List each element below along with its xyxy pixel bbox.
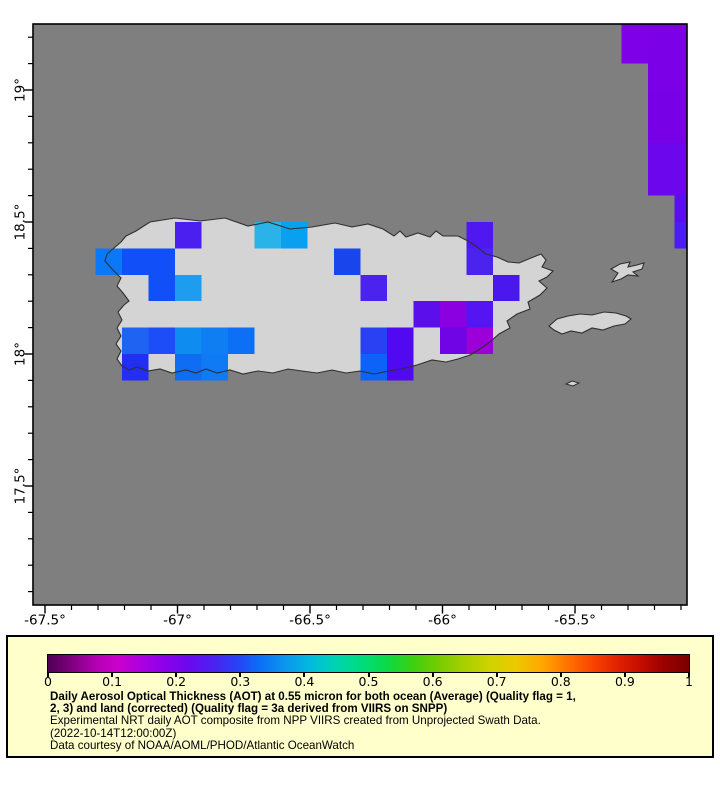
- colorbar-tick-label: 0.4: [294, 674, 315, 689]
- aot-cell: [648, 142, 687, 196]
- aot-cell: [254, 222, 281, 249]
- colorbar-notch: [47, 672, 49, 677]
- y-axis: 19° 18.5° 18° 17.5°: [13, 36, 33, 593]
- aot-cell: [175, 222, 202, 249]
- colorbar-notch: [495, 672, 498, 677]
- aot-cell: [334, 248, 361, 275]
- colorbar-tick-label: 0.2: [166, 674, 187, 689]
- aot-cell: [674, 195, 687, 222]
- colorbar-tick-label: 0.1: [102, 674, 123, 689]
- y-tick-label: 17.5°: [13, 468, 29, 505]
- colorbar-tick-label: 0.5: [358, 674, 379, 689]
- colorbar-tick-label: 0.7: [486, 674, 507, 689]
- x-tick-label: -66°: [428, 613, 457, 629]
- aot-map-svg: -67.5° -67° -66.5° -66° -65.5° 19° 18.5° 18° 17…: [13, 23, 688, 629]
- x-tick-label: -65.5°: [554, 613, 596, 629]
- aot-cell: [466, 248, 493, 275]
- caption-info-line2: (2022-10-14T12:00:00Z): [50, 726, 177, 740]
- colorbar-notch: [239, 672, 242, 677]
- colorbar-tick-label: 0.3: [230, 674, 251, 689]
- aot-cell: [413, 301, 440, 328]
- culebra-island: [609, 261, 645, 284]
- aot-cell: [175, 274, 202, 302]
- colorbar-notch: [623, 672, 626, 677]
- aot-cell: [387, 327, 414, 354]
- caption-title-line1: Daily Aerosol Optical Thickness (AOT) at…: [50, 690, 576, 703]
- x-axis: -67.5° -67° -66.5° -66° -65.5°: [24, 605, 682, 629]
- y-tick-label: 18°: [13, 342, 29, 366]
- colorbar-notch: [303, 672, 306, 677]
- aot-cell: [148, 274, 175, 302]
- vieques-island: [548, 311, 632, 335]
- aot-cell: [440, 327, 467, 354]
- aot-cell: [122, 248, 149, 275]
- aot-cell: [175, 327, 202, 354]
- aot-cell: [360, 327, 387, 354]
- puerto-rico-coastline: [104, 217, 554, 375]
- aot-cells-layer: [95, 24, 687, 381]
- aot-cell: [281, 222, 308, 249]
- x-tick-label: -67.5°: [24, 613, 66, 629]
- colorbar-tick-label: 0.8: [550, 674, 571, 689]
- caja-de-muertos-islet: [564, 380, 581, 387]
- map-border: [32, 23, 688, 606]
- colorbar-notch: [175, 672, 178, 677]
- colorbar-tick-label: 1: [685, 674, 693, 689]
- y-tick-label: 19°: [13, 78, 29, 102]
- aot-cell: [648, 90, 687, 143]
- caption-title-line2: 2, 3) and land (corrected) (Quality flag…: [50, 702, 448, 716]
- x-tick-label: -66.5°: [289, 613, 331, 629]
- aot-cell: [440, 301, 467, 328]
- aot-cell: [201, 354, 228, 381]
- aot-cell: [148, 327, 175, 354]
- aot-cell: [360, 354, 387, 381]
- colorbar-notch: [111, 672, 114, 677]
- aot-cell: [122, 327, 149, 354]
- legend-panel: 0 0.1 0.2 0.3 0.4 0.5 0.6 0.7 0.8 0.9 1 Daily Aero…: [6, 635, 714, 758]
- aot-cell: [201, 327, 228, 354]
- y-tick-label: 18.5°: [13, 204, 29, 241]
- colorbar-notch: [559, 672, 562, 677]
- colorbar: [47, 654, 690, 673]
- caption-info-line1: Experimental NRT daily AOT composite fro…: [50, 714, 541, 728]
- aot-cell: [148, 248, 175, 275]
- colorbar-notch: [431, 672, 434, 677]
- aot-cell: [466, 222, 493, 249]
- colorbar-notch: [367, 672, 370, 677]
- colorbar-tick-label: 0.6: [422, 674, 443, 689]
- aot-cell: [648, 63, 687, 90]
- colorbar-tick-label: 0: [44, 674, 52, 689]
- aot-cell: [466, 327, 493, 354]
- x-tick-label: -67°: [163, 613, 192, 629]
- aot-cell: [493, 274, 520, 302]
- colorbar-notch: [688, 672, 690, 677]
- aot-cell: [466, 301, 493, 328]
- caption-block: Daily Aerosol Optical Thickness (AOT) at…: [50, 690, 700, 752]
- caption-info-line3: Data courtesy of NOAA/AOML/PHOD/Atlantic…: [50, 738, 355, 752]
- aot-cell: [648, 24, 687, 64]
- aot-cell: [175, 354, 202, 381]
- aot-cell: [674, 222, 687, 249]
- aot-cell: [621, 24, 648, 64]
- colorbar-tick-label: 0.9: [614, 674, 635, 689]
- aot-cell: [228, 327, 255, 354]
- aot-cell: [360, 274, 387, 302]
